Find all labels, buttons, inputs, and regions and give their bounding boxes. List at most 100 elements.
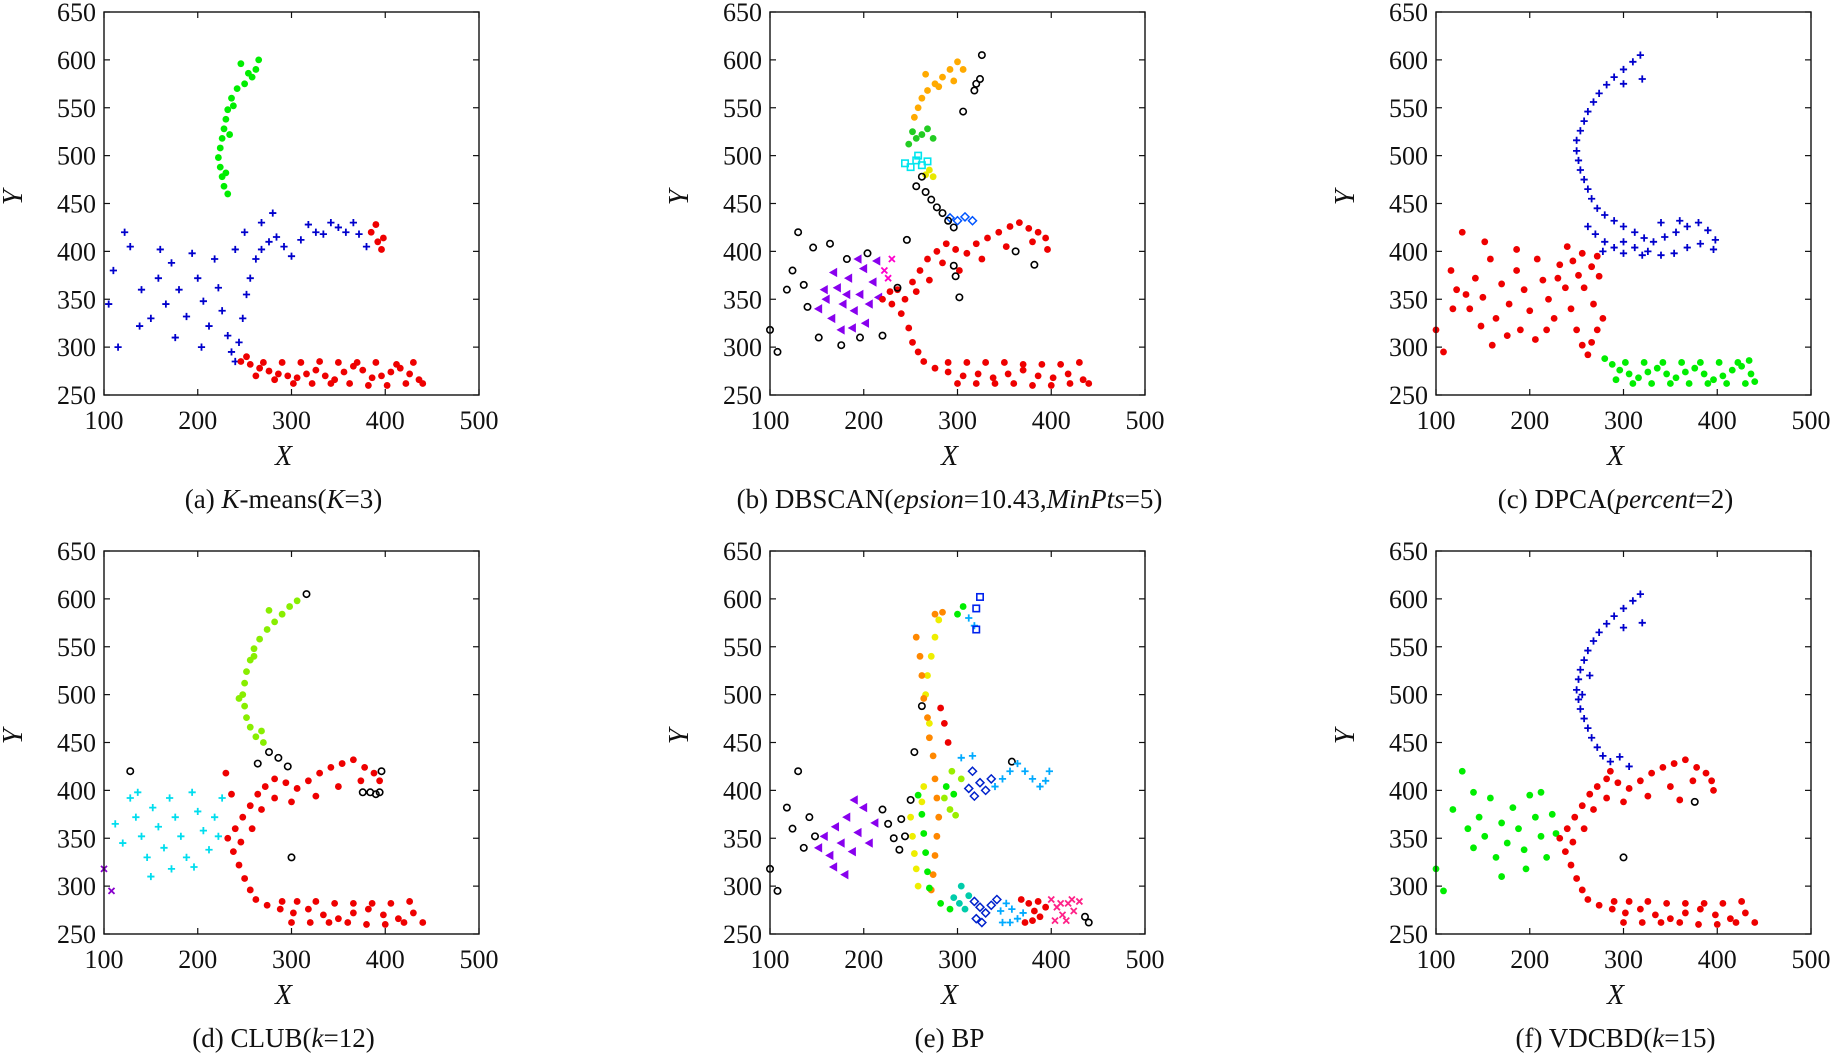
data-point [1470, 844, 1477, 852]
data-point [271, 376, 279, 384]
data-point [1036, 913, 1044, 921]
data-point [252, 372, 260, 380]
data-point [925, 166, 933, 174]
data-point [1711, 911, 1719, 919]
data-point [924, 672, 931, 679]
data-point [1657, 219, 1665, 227]
data-point [1038, 360, 1046, 368]
data-point [1670, 249, 1678, 257]
y-tick-label: 600 [1389, 585, 1428, 614]
y-tick-label: 500 [57, 142, 96, 171]
data-point [199, 297, 207, 305]
data-point [880, 266, 889, 275]
data-point [1580, 825, 1588, 833]
data-point [929, 752, 937, 760]
data-point [944, 739, 952, 746]
series-cluster-green [1601, 355, 1759, 387]
data-point [241, 80, 249, 88]
data-point [1064, 370, 1072, 378]
data-point [929, 173, 937, 181]
x-tick-label: 100 [1417, 945, 1456, 974]
data-point [188, 788, 196, 796]
data-point [1619, 853, 1628, 862]
data-point [1713, 921, 1721, 928]
data-point [156, 245, 164, 254]
data-point [357, 777, 365, 785]
data-point [368, 899, 376, 907]
data-point [935, 83, 943, 91]
data-point [980, 907, 991, 918]
x-tick-label: 300 [1604, 945, 1643, 974]
data-point [924, 868, 931, 876]
caption-part: k [1652, 1023, 1665, 1053]
data-point [940, 719, 948, 727]
data-point [334, 223, 342, 232]
y-tick-label: 250 [723, 381, 762, 410]
data-point [957, 775, 965, 783]
data-point [1034, 228, 1042, 236]
data-point [374, 238, 382, 246]
data-point [959, 372, 967, 380]
data-point [105, 300, 113, 308]
data-point [1606, 758, 1614, 766]
data-point [1509, 804, 1517, 812]
data-point [293, 374, 301, 382]
y-tick-label: 250 [57, 920, 96, 949]
data-point [920, 783, 928, 790]
data-point [126, 767, 135, 776]
data-point [1738, 898, 1746, 905]
data-point [241, 875, 249, 882]
data-point [1590, 300, 1597, 308]
data-point [955, 293, 964, 302]
data-point [1663, 899, 1671, 907]
caption-part: =2) [1695, 484, 1733, 514]
data-point [237, 838, 245, 846]
data-point [974, 777, 986, 788]
data-point [393, 360, 400, 368]
data-point [271, 794, 279, 802]
data-point [1453, 286, 1461, 294]
y-tick-label: 250 [57, 381, 96, 410]
data-point [950, 790, 958, 798]
data-point [182, 312, 191, 321]
x-tick-label: 200 [1510, 406, 1549, 435]
data-point [1635, 374, 1642, 382]
data-point [228, 94, 235, 102]
data-point [836, 325, 845, 335]
data-point [917, 702, 926, 711]
data-point [1006, 767, 1014, 775]
data-point [976, 917, 987, 928]
data-point [367, 228, 375, 236]
data-point [1661, 233, 1669, 241]
data-point [889, 834, 898, 843]
data-point [1505, 300, 1513, 308]
data-point [803, 302, 812, 311]
data-point [1075, 359, 1083, 366]
data-point [1084, 918, 1093, 927]
data-point [969, 896, 980, 907]
data-point [1638, 619, 1646, 627]
data-point [218, 794, 226, 802]
data-point [1537, 832, 1545, 840]
data-point [963, 359, 971, 366]
data-point [147, 314, 155, 322]
data-point [1638, 75, 1646, 83]
data-point [1590, 806, 1597, 813]
y-tick-label: 250 [723, 920, 762, 949]
data-point [879, 295, 886, 303]
y-axis-label: Y [1330, 186, 1361, 205]
data-point [1533, 255, 1541, 263]
series-cluster-cyan [900, 151, 932, 172]
data-point [1062, 916, 1070, 925]
data-point [819, 284, 828, 295]
data-point [1676, 796, 1684, 804]
data-point [814, 333, 823, 342]
data-point [895, 845, 904, 854]
data-point [1625, 762, 1633, 771]
data-point [1676, 217, 1684, 225]
y-tick-label: 600 [723, 46, 762, 75]
y-tick-label: 550 [1389, 633, 1428, 662]
data-point [917, 172, 926, 181]
data-point [906, 163, 915, 172]
caption-part: K [325, 484, 346, 514]
